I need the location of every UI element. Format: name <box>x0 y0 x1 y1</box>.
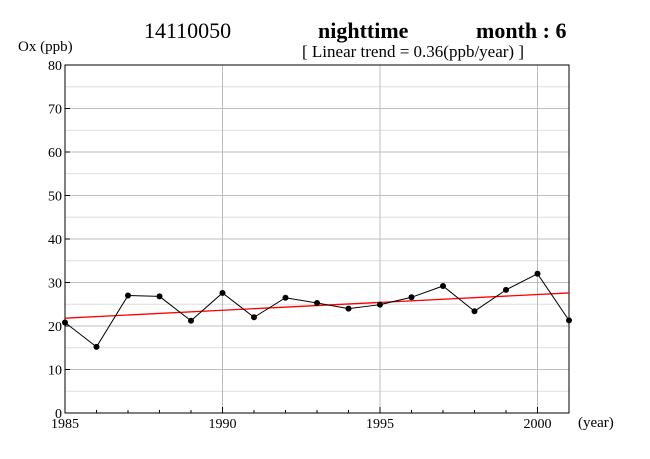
data-point <box>314 299 320 306</box>
data-point <box>377 301 383 308</box>
data-point <box>408 294 415 301</box>
x-axis-label: (year) <box>578 415 614 431</box>
y-tick-label: 40 <box>48 233 62 248</box>
data-point <box>188 317 194 324</box>
y-tick-label: 10 <box>48 364 62 379</box>
y-tick-label: 20 <box>48 320 62 335</box>
data-point <box>471 308 478 315</box>
trend-annotation: [ Linear trend = 0.36(ppb/year) ] <box>302 42 524 61</box>
data-point <box>566 317 572 324</box>
x-tick-label: 1995 <box>366 417 394 432</box>
x-tick-label: 1990 <box>209 417 237 432</box>
data-point <box>534 270 541 277</box>
y-tick-label: 30 <box>48 277 62 292</box>
data-point <box>62 319 68 326</box>
y-tick-label: 0 <box>55 407 62 422</box>
data-point <box>440 282 446 289</box>
station-id: 14110050 <box>144 18 232 43</box>
data-point <box>251 314 257 321</box>
y-tick-label: 50 <box>48 190 62 205</box>
y-axis-label: Ox (ppb) <box>18 39 73 55</box>
data-point <box>125 292 131 299</box>
data-point <box>93 343 100 350</box>
month-label: month : 6 <box>476 18 567 43</box>
data-point <box>503 286 509 293</box>
x-tick-label: 2000 <box>524 417 552 432</box>
data-point <box>219 289 226 296</box>
y-tick-label: 80 <box>48 59 62 74</box>
data-point <box>345 305 352 312</box>
period-label: nighttime <box>318 18 409 43</box>
x-tick-label: 1985 <box>51 417 79 432</box>
data-point <box>282 294 289 301</box>
y-tick-label: 70 <box>48 103 62 118</box>
series-line <box>64 273 570 348</box>
y-tick-label: 60 <box>48 146 62 161</box>
data-point <box>156 293 163 300</box>
